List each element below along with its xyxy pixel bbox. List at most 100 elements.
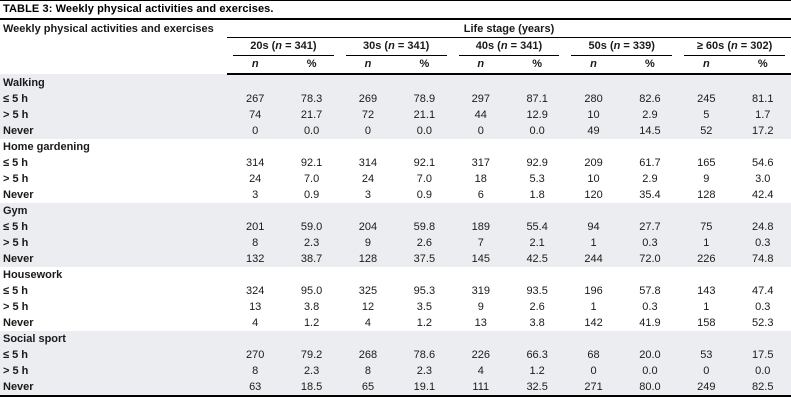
value-cell: 17.5 (752, 349, 774, 361)
value-cell: 13 (249, 301, 262, 313)
row-label: > 5 h (3, 109, 29, 121)
value-cell: 111 (472, 381, 490, 393)
age-group-header-20s: 20s (n = 341) (227, 38, 340, 56)
value-cell: 1.2 (303, 317, 320, 329)
value-cell: 42.5 (526, 253, 548, 265)
value-cell: 244 (584, 253, 603, 265)
value-cell: 268 (358, 349, 378, 361)
value-cell: 0.3 (642, 237, 658, 249)
activity-group-label: Gym (3, 205, 28, 217)
value-cell: 8 (252, 237, 259, 249)
value-cell: 54.6 (752, 157, 774, 169)
value-cell: 226 (697, 253, 716, 265)
activity-group-label: Walking (3, 77, 45, 89)
age-group-header-50s: 50s (n = 339) (565, 38, 678, 56)
value-cell: 55.4 (526, 221, 548, 233)
physical-activities-table: Weekly physical activities and exercises… (0, 20, 791, 397)
value-cell: 0 (590, 365, 597, 377)
table-header: Weekly physical activities and exercises… (0, 20, 791, 75)
activity-group-row: Walking (0, 74, 791, 91)
subheader-pct: % (508, 56, 566, 75)
value-cell: 0 (252, 125, 259, 137)
value-cell: 41.9 (639, 317, 661, 329)
age-group-text: 50s ( (588, 40, 614, 52)
life-stage-spanner: Life stage (years) (227, 20, 791, 38)
subheader-n: n (565, 56, 622, 75)
value-cell: 81.1 (752, 93, 774, 105)
table-row: ≤ 5 h 201 59.0 204 59.8 189 55.4 94 27.7 75 24.8 (0, 219, 791, 235)
row-label: Never (3, 189, 34, 201)
header-row-subheaders: n % n % n % n % n % (0, 56, 791, 75)
value-cell: 204 (358, 221, 378, 233)
age-group-label: 40s (n = 341) (458, 38, 560, 56)
value-cell: 269 (358, 93, 378, 105)
value-cell: 49 (587, 125, 600, 137)
value-cell: 2.6 (529, 301, 545, 313)
table-title: TABLE 3: Weekly physical activities and … (0, 0, 791, 20)
value-cell: 314 (358, 157, 378, 169)
value-cell: 38.7 (300, 253, 323, 265)
value-cell: 128 (697, 189, 716, 201)
value-cell: 1.7 (755, 109, 771, 121)
value-cell: 82.6 (639, 93, 661, 105)
header-row-spanner: Weekly physical activities and exercises… (0, 20, 791, 38)
value-cell: 63 (249, 381, 262, 393)
value-cell: 12 (361, 301, 375, 313)
value-cell: 13 (474, 317, 487, 329)
row-label: ≤ 5 h (3, 157, 28, 169)
row-label: Never (3, 317, 34, 329)
value-cell: 3.5 (416, 301, 433, 313)
header-row-age-groups: 20s (n = 341) 30s (n = 341) 40s (n = 341… (0, 38, 791, 56)
value-cell: 143 (697, 285, 716, 297)
value-cell: 18 (474, 173, 487, 185)
value-cell: 10 (587, 173, 600, 185)
age-group-text: ≥ 60s ( (696, 40, 731, 52)
value-cell: 5 (703, 109, 710, 121)
value-cell: 20.0 (639, 349, 661, 361)
value-cell: 75 (700, 221, 713, 233)
age-group-text: 30s ( (362, 40, 389, 52)
value-cell: 21.1 (413, 109, 436, 121)
value-cell: 92.1 (413, 157, 436, 169)
value-cell: 319 (471, 285, 490, 297)
value-cell: 0.3 (755, 301, 771, 313)
value-cell: 0.9 (416, 189, 433, 201)
value-cell: 9 (364, 237, 372, 249)
value-cell: 0 (477, 125, 484, 137)
value-cell: 79.2 (300, 349, 323, 361)
table-body: Walking ≤ 5 h 267 78.3 269 78.9 297 87.1 280 82.6… (0, 74, 791, 396)
age-group-label: ≥ 60s (n = 302) (684, 38, 785, 56)
table-row: > 5 h 13 3.8 12 3.5 9 2.6 1 0.3 1 0.3 (0, 299, 791, 315)
subheader-pct: % (734, 56, 791, 75)
value-cell: 74.8 (752, 253, 774, 265)
value-cell: 9 (703, 173, 710, 185)
value-cell: 82.5 (752, 381, 774, 393)
row-header-label: Weekly physical activities and exercises (3, 23, 214, 35)
value-cell: 324 (246, 285, 265, 297)
value-cell: 9 (477, 301, 484, 313)
age-group-text: = 341) (282, 40, 317, 52)
table-row: Never 0 0.0 0 0.0 0 0.0 49 14.5 52 17.2 (0, 123, 791, 139)
age-group-header-30s: 30s (n = 341) (340, 38, 453, 56)
value-cell: 42.4 (752, 189, 774, 201)
age-group-header-60s: ≥ 60s (n = 302) (678, 38, 791, 56)
activity-group-row: Housework (0, 267, 791, 283)
table-row: Never 132 38.7 128 37.5 145 42.5 244 72.0 226 74.8 (0, 251, 791, 267)
value-cell: 8 (364, 365, 372, 377)
value-cell: 1 (590, 301, 597, 313)
value-cell: 165 (697, 157, 716, 169)
age-group-text: = 302) (737, 40, 773, 52)
value-cell: 78.3 (300, 93, 323, 105)
value-cell: 1 (703, 301, 710, 313)
value-cell: 47.4 (752, 285, 774, 297)
value-cell: 1.8 (529, 189, 545, 201)
value-cell: 2.6 (416, 237, 433, 249)
subheader-n: n (452, 56, 509, 75)
value-cell: 209 (584, 157, 603, 169)
value-cell: 14.5 (639, 125, 661, 137)
table-row: Never 63 18.5 65 19.1 111 32.5 271 80.0 249 82.5 (0, 379, 791, 396)
value-cell: 0.9 (303, 189, 320, 201)
value-cell: 21.7 (300, 109, 323, 121)
value-cell: 87.1 (526, 93, 548, 105)
